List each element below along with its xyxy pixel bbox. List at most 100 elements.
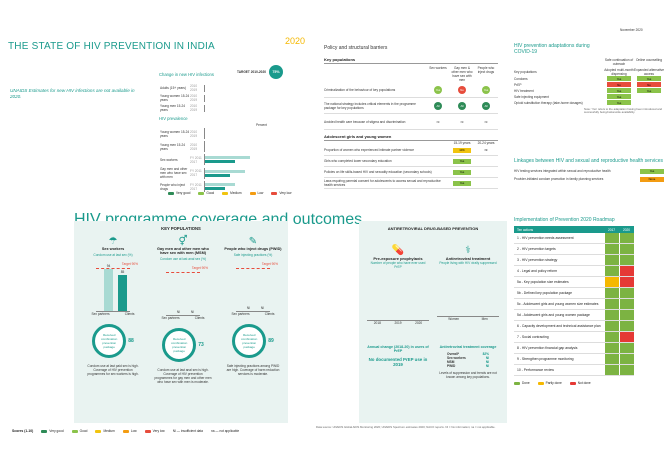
linkage-label: HIV testing services integrated within s… bbox=[514, 169, 611, 174]
agyw-row: Policies on life skills-based HIV and se… bbox=[324, 167, 498, 178]
prep-year: 2019 bbox=[394, 321, 402, 325]
prevalence-row-label: People who inject drugs bbox=[160, 182, 185, 191]
prevalence-bars bbox=[204, 181, 285, 192]
covid-col-header: Online counselling bbox=[635, 57, 663, 62]
kp-group-name: Gay men and other men who have sex with … bbox=[157, 247, 209, 255]
covid-value: Yes bbox=[637, 76, 661, 82]
prevalence-row: People who inject drugs FY 2011 2017 bbox=[160, 181, 285, 192]
legend-item: Low bbox=[249, 191, 264, 195]
scores-legend-item: Good bbox=[71, 429, 87, 433]
roadmap-status-cell bbox=[619, 332, 634, 343]
legend-label: Low bbox=[257, 191, 264, 195]
linkage-value: None bbox=[640, 176, 664, 182]
art-stat: Antiretroviral treatment coverage bbox=[439, 345, 497, 349]
roadmap-status-cell bbox=[619, 354, 634, 365]
covid-cell: Yes bbox=[604, 76, 634, 82]
kp-groups: ☂ Sex workers Condom use at last sex (%) Ta… bbox=[74, 231, 288, 421]
roadmap-legend-swatch bbox=[537, 381, 544, 385]
covid-value: Yes bbox=[607, 94, 631, 100]
covid-value: Yes bbox=[607, 100, 631, 106]
kp-bar bbox=[118, 275, 127, 311]
roadmap-row: 8 - HIV prevention financial gap analysi… bbox=[514, 343, 634, 355]
kp-ring: Received combination prevention package bbox=[92, 324, 127, 358]
legend-item: Good bbox=[198, 191, 214, 195]
target-label: Target 90% bbox=[121, 262, 138, 266]
prep-year: 2020 bbox=[415, 321, 423, 325]
policy-value: All bbox=[434, 101, 442, 110]
prep-year: 2018 bbox=[373, 321, 381, 325]
art-table-key: PWID bbox=[447, 364, 456, 368]
covid-heading: HIV prevention adaptations during COVID-… bbox=[514, 43, 590, 56]
ni-row-label: Adults (15+ years) bbox=[160, 86, 186, 90]
prevalence-bars bbox=[204, 141, 285, 152]
policy-row: The national strategy includes critical … bbox=[324, 98, 498, 114]
roadmap-row: 10 - Performance review bbox=[514, 365, 634, 377]
agyw-cell: NI bbox=[474, 147, 498, 153]
prevalence-year: 2017 bbox=[190, 173, 198, 177]
kp-bar-labels: Sex partners Clients bbox=[154, 316, 212, 320]
agyw-value: Yes bbox=[453, 180, 471, 186]
covid-cell: Yes bbox=[604, 100, 634, 106]
art-table: Overall* 82% Sex workers NI MSM NI PWID NI bbox=[437, 352, 499, 368]
ni-row: Adults (15+ years) 2010 2019 bbox=[160, 84, 285, 92]
roadmap-row: 2 - HIV prevention targets bbox=[514, 244, 634, 256]
prevalence-row-years: 2010 2019 bbox=[190, 130, 204, 138]
prevalence-bar bbox=[205, 156, 250, 159]
kp-bar-chart: Target 90% 94 85 bbox=[96, 260, 138, 312]
art-table-key: MSM bbox=[447, 360, 455, 364]
new-infections-rows: Adults (15+ years) 2010 2019 Young women 15… bbox=[160, 84, 285, 114]
roadmap-status-cell bbox=[604, 244, 619, 255]
roadmap-row: 6 - Capacity development and technical a… bbox=[514, 321, 634, 333]
art-labels: Women Men bbox=[437, 317, 499, 321]
prevalence-row-years: 2010 2019 bbox=[190, 143, 204, 151]
covid-cell: No bbox=[604, 82, 634, 88]
scores-legend-swatch bbox=[95, 429, 102, 433]
covid-row: PrEP No No bbox=[514, 82, 664, 88]
scores-legend-text: NI — insufficient data bbox=[172, 429, 203, 433]
policy-row-label: The national strategy includes critical … bbox=[324, 101, 416, 110]
policy-cell: Yes bbox=[426, 85, 450, 94]
ni-row-label: Young men 15-24 years bbox=[160, 104, 186, 112]
covid-row: HIV treatment Yes Yes bbox=[514, 88, 664, 94]
roadmap-status-cell bbox=[604, 299, 619, 310]
policy-cell: All bbox=[426, 101, 450, 110]
kp-group-name: Sex workers bbox=[101, 247, 125, 251]
roadmap-status-cell bbox=[619, 288, 634, 299]
prevalence-row-years: FY 2011 2017 bbox=[190, 156, 204, 164]
covid-row-label: Safe injecting equipment bbox=[514, 94, 549, 99]
covid-col-headers: Safe continuation of outreach Online coun… bbox=[514, 58, 664, 66]
policy-cell: NI bbox=[450, 117, 474, 126]
ni-row-years: 2010 2019 bbox=[190, 84, 204, 92]
art-table-value: NI bbox=[485, 360, 489, 364]
kp-bar-label: Sex partners bbox=[231, 312, 250, 316]
prevalence-bar bbox=[205, 183, 235, 186]
linkage-label: Provider-initiated condom promotion in f… bbox=[514, 177, 604, 182]
roadmap-header-row: Ten actions 2017 2020 bbox=[514, 226, 634, 234]
kp-ring-value: 89 bbox=[268, 338, 274, 344]
roadmap-status-cell bbox=[604, 365, 619, 376]
prevalence-row-label: Young women 15-24 years bbox=[160, 129, 190, 138]
prevalence-bar bbox=[205, 173, 230, 177]
key-populations-panel: KEY POPULATIONS ☂ Sex workers Condom use a… bbox=[74, 221, 288, 423]
legend-item: Medium bbox=[222, 191, 242, 195]
policy-cell: Yes bbox=[474, 85, 498, 94]
target-value: 75% bbox=[269, 65, 283, 79]
roadmap-legend-label: Partly done bbox=[545, 381, 562, 386]
agyw-col-headers: 15-19 years 20-24 years bbox=[324, 141, 498, 145]
agyw-cell: 10% bbox=[450, 147, 474, 153]
roadmap-status-cell bbox=[619, 255, 634, 266]
covid-kp-extra-1: Adopted multi-month dispensing bbox=[604, 67, 634, 76]
roadmap-row: 1 - HIV prevention needs assessment bbox=[514, 233, 634, 245]
roadmap-status-cell bbox=[604, 332, 619, 343]
prevalence-row-years: FY 2011 2017 bbox=[190, 169, 204, 177]
kp-bar-label: Clients bbox=[194, 316, 205, 320]
prep-stat: Annual change (2018-20) in users of PrEP bbox=[367, 345, 429, 353]
linkage-row: HIV testing services integrated within s… bbox=[514, 167, 664, 175]
art-table-value: NI bbox=[485, 356, 489, 360]
kp-title: KEY POPULATIONS bbox=[161, 226, 201, 231]
unaids-note-text: UNAIDS Estimates for new HIV infections … bbox=[10, 88, 135, 99]
agyw-row-label: Girls who completed lower secondary educ… bbox=[324, 159, 392, 163]
agyw-col-header: 15-19 years bbox=[453, 141, 471, 145]
kp-group-sub: Safe injecting practices (%) bbox=[233, 253, 273, 257]
kp-ring: Received combination prevention package bbox=[232, 324, 267, 358]
